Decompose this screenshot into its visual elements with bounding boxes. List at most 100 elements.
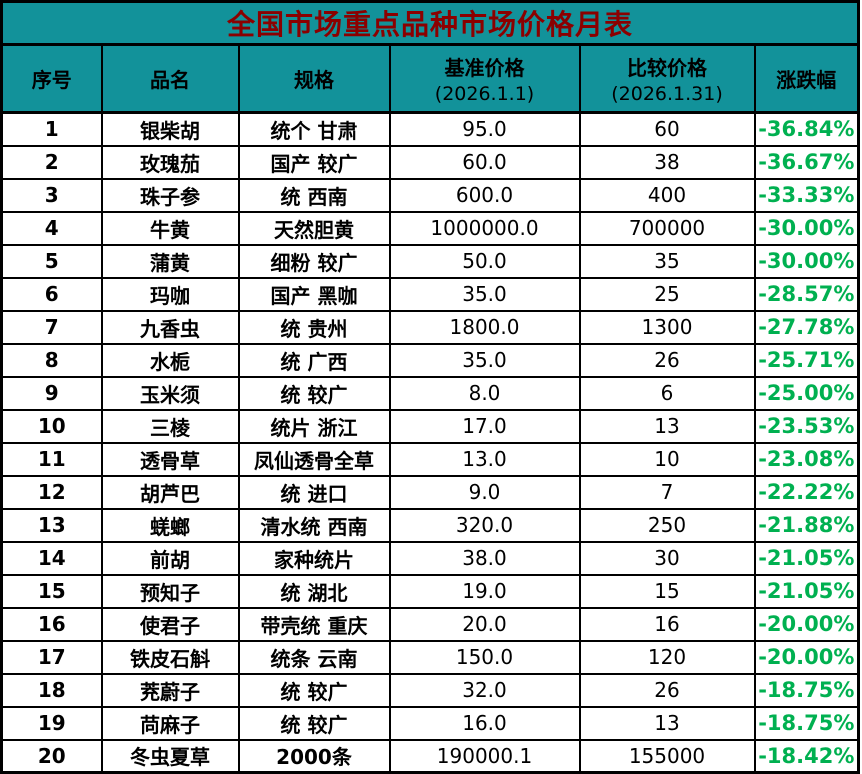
cell-spec: 统 较广 — [237, 672, 391, 708]
cell-row-number: 20 — [0, 738, 103, 774]
cell-change-percent: -33.33% — [753, 177, 861, 213]
cell-change-percent: -20.00% — [753, 639, 861, 675]
cell-compare-price: 16 — [578, 606, 756, 642]
cell-base-price: 8.0 — [388, 375, 581, 411]
cell-product-name: 苘麻子 — [100, 705, 240, 741]
table-row: 9 玉米须统 较广 8.0 6 -25.00% — [0, 375, 861, 411]
cell-product-name: 冬虫夏草 — [100, 738, 240, 774]
cell-product-name: 使君子 — [100, 606, 240, 642]
cell-change-percent: -28.57% — [753, 276, 861, 312]
cell-base-price: 95.0 — [388, 111, 581, 147]
cell-change-percent: -36.67% — [753, 144, 861, 180]
cell-base-price: 150.0 — [388, 639, 581, 675]
cell-base-price: 19.0 — [388, 573, 581, 609]
table-row: 4 牛黄 天然胆黄 1000000.0 700000 -30.00% — [0, 210, 861, 246]
cell-row-number: 7 — [0, 309, 103, 345]
compare-price-date: (2026.1.31) — [611, 83, 723, 105]
cell-product-name: 胡芦巴 — [100, 474, 240, 510]
column-header-no: 序号 — [0, 43, 103, 114]
cell-row-number: 2 — [0, 144, 103, 180]
column-header-compare-price: 比较价格 (2026.1.31) — [578, 43, 756, 114]
cell-compare-price: 26 — [578, 342, 756, 378]
cell-spec: 统 贵州 — [237, 309, 391, 345]
column-header-name: 品名 — [100, 43, 240, 114]
table-row: 5 蒲黄 细粉 较广 50.0 35 -30.00% — [0, 243, 861, 279]
cell-spec: 统 广西 — [237, 342, 391, 378]
table-row: 20 冬虫夏草 2000条 190000.1 155000 -18.42% — [0, 738, 861, 774]
cell-row-number: 19 — [0, 705, 103, 741]
cell-product-name: 透骨草 — [100, 441, 240, 477]
cell-compare-price: 60 — [578, 111, 756, 147]
cell-base-price: 1800.0 — [388, 309, 581, 345]
cell-compare-price: 700000 — [578, 210, 756, 246]
cell-row-number: 17 — [0, 639, 103, 675]
cell-spec: 统片 浙江 — [237, 408, 391, 444]
compare-price-label: 比较价格 — [627, 56, 707, 80]
table-row: 1 银柴胡 统个 甘肃 95.0 60 -36.84% — [0, 111, 861, 147]
table-row: 13 蜣螂 清水统 西南 320.0 250 -21.88% — [0, 507, 861, 543]
cell-row-number: 13 — [0, 507, 103, 543]
cell-row-number: 10 — [0, 408, 103, 444]
cell-spec: 细粉 较广 — [237, 243, 391, 279]
cell-product-name: 玛咖 — [100, 276, 240, 312]
table-row: 18 茺蔚子统 较广 32.0 26 -18.75% — [0, 672, 861, 708]
cell-compare-price: 13 — [578, 408, 756, 444]
cell-change-percent: -25.00% — [753, 375, 861, 411]
table-row: 6 玛咖 国产 黑咖 35.0 25 -28.57% — [0, 276, 861, 312]
cell-product-name: 三棱 — [100, 408, 240, 444]
table-row: 12 胡芦巴统 进口 9.0 7 -22.22% — [0, 474, 861, 510]
cell-row-number: 16 — [0, 606, 103, 642]
cell-compare-price: 10 — [578, 441, 756, 477]
cell-spec: 统 较广 — [237, 705, 391, 741]
cell-product-name: 九香虫 — [100, 309, 240, 345]
cell-compare-price: 35 — [578, 243, 756, 279]
table-row: 2 玫瑰茄 国产 较广 60.0 38 -36.67% — [0, 144, 861, 180]
cell-base-price: 190000.1 — [388, 738, 581, 774]
cell-spec: 统 较广 — [237, 375, 391, 411]
cell-change-percent: -23.53% — [753, 408, 861, 444]
cell-spec: 天然胆黄 — [237, 210, 391, 246]
table-row: 14 前胡 家种统片 38.0 30 -21.05% — [0, 540, 861, 576]
cell-product-name: 茺蔚子 — [100, 672, 240, 708]
cell-product-name: 前胡 — [100, 540, 240, 576]
cell-compare-price: 120 — [578, 639, 756, 675]
cell-row-number: 14 — [0, 540, 103, 576]
cell-spec: 带壳统 重庆 — [237, 606, 391, 642]
column-header-change: 涨跌幅 — [753, 43, 861, 114]
cell-base-price: 16.0 — [388, 705, 581, 741]
cell-compare-price: 25 — [578, 276, 756, 312]
table-title-row: 全国市场重点品种市场价格月表 — [0, 0, 861, 46]
cell-product-name: 预知子 — [100, 573, 240, 609]
cell-spec: 统个 甘肃 — [237, 111, 391, 147]
cell-product-name: 牛黄 — [100, 210, 240, 246]
cell-change-percent: -30.00% — [753, 210, 861, 246]
cell-product-name: 银柴胡 — [100, 111, 240, 147]
cell-row-number: 18 — [0, 672, 103, 708]
table-row: 10 三棱 统片 浙江 17.0 13 -23.53% — [0, 408, 861, 444]
cell-base-price: 35.0 — [388, 342, 581, 378]
table-body: 1 银柴胡 统个 甘肃 95.0 60 -36.84% 2 玫瑰茄 国产 较广 60.0 38 -36… — [0, 111, 861, 774]
cell-change-percent: -27.78% — [753, 309, 861, 345]
cell-change-percent: -23.08% — [753, 441, 861, 477]
cell-spec: 清水统 西南 — [237, 507, 391, 543]
cell-change-percent: -30.00% — [753, 243, 861, 279]
cell-compare-price: 38 — [578, 144, 756, 180]
cell-base-price: 9.0 — [388, 474, 581, 510]
cell-base-price: 35.0 — [388, 276, 581, 312]
cell-row-number: 11 — [0, 441, 103, 477]
cell-product-name: 水栀 — [100, 342, 240, 378]
cell-base-price: 600.0 — [388, 177, 581, 213]
cell-row-number: 12 — [0, 474, 103, 510]
cell-product-name: 玫瑰茄 — [100, 144, 240, 180]
table-row: 8 水栀统 广西 35.0 26 -25.71% — [0, 342, 861, 378]
cell-spec: 国产 较广 — [237, 144, 391, 180]
cell-spec: 统条 云南 — [237, 639, 391, 675]
table-row: 3 珠子参统 西南 600.0 400 -33.33% — [0, 177, 861, 213]
cell-compare-price: 155000 — [578, 738, 756, 774]
table-row: 17 铁皮石斛 统条 云南 150.0 120 -20.00% — [0, 639, 861, 675]
cell-product-name: 蜣螂 — [100, 507, 240, 543]
cell-base-price: 320.0 — [388, 507, 581, 543]
cell-change-percent: -21.88% — [753, 507, 861, 543]
cell-row-number: 9 — [0, 375, 103, 411]
